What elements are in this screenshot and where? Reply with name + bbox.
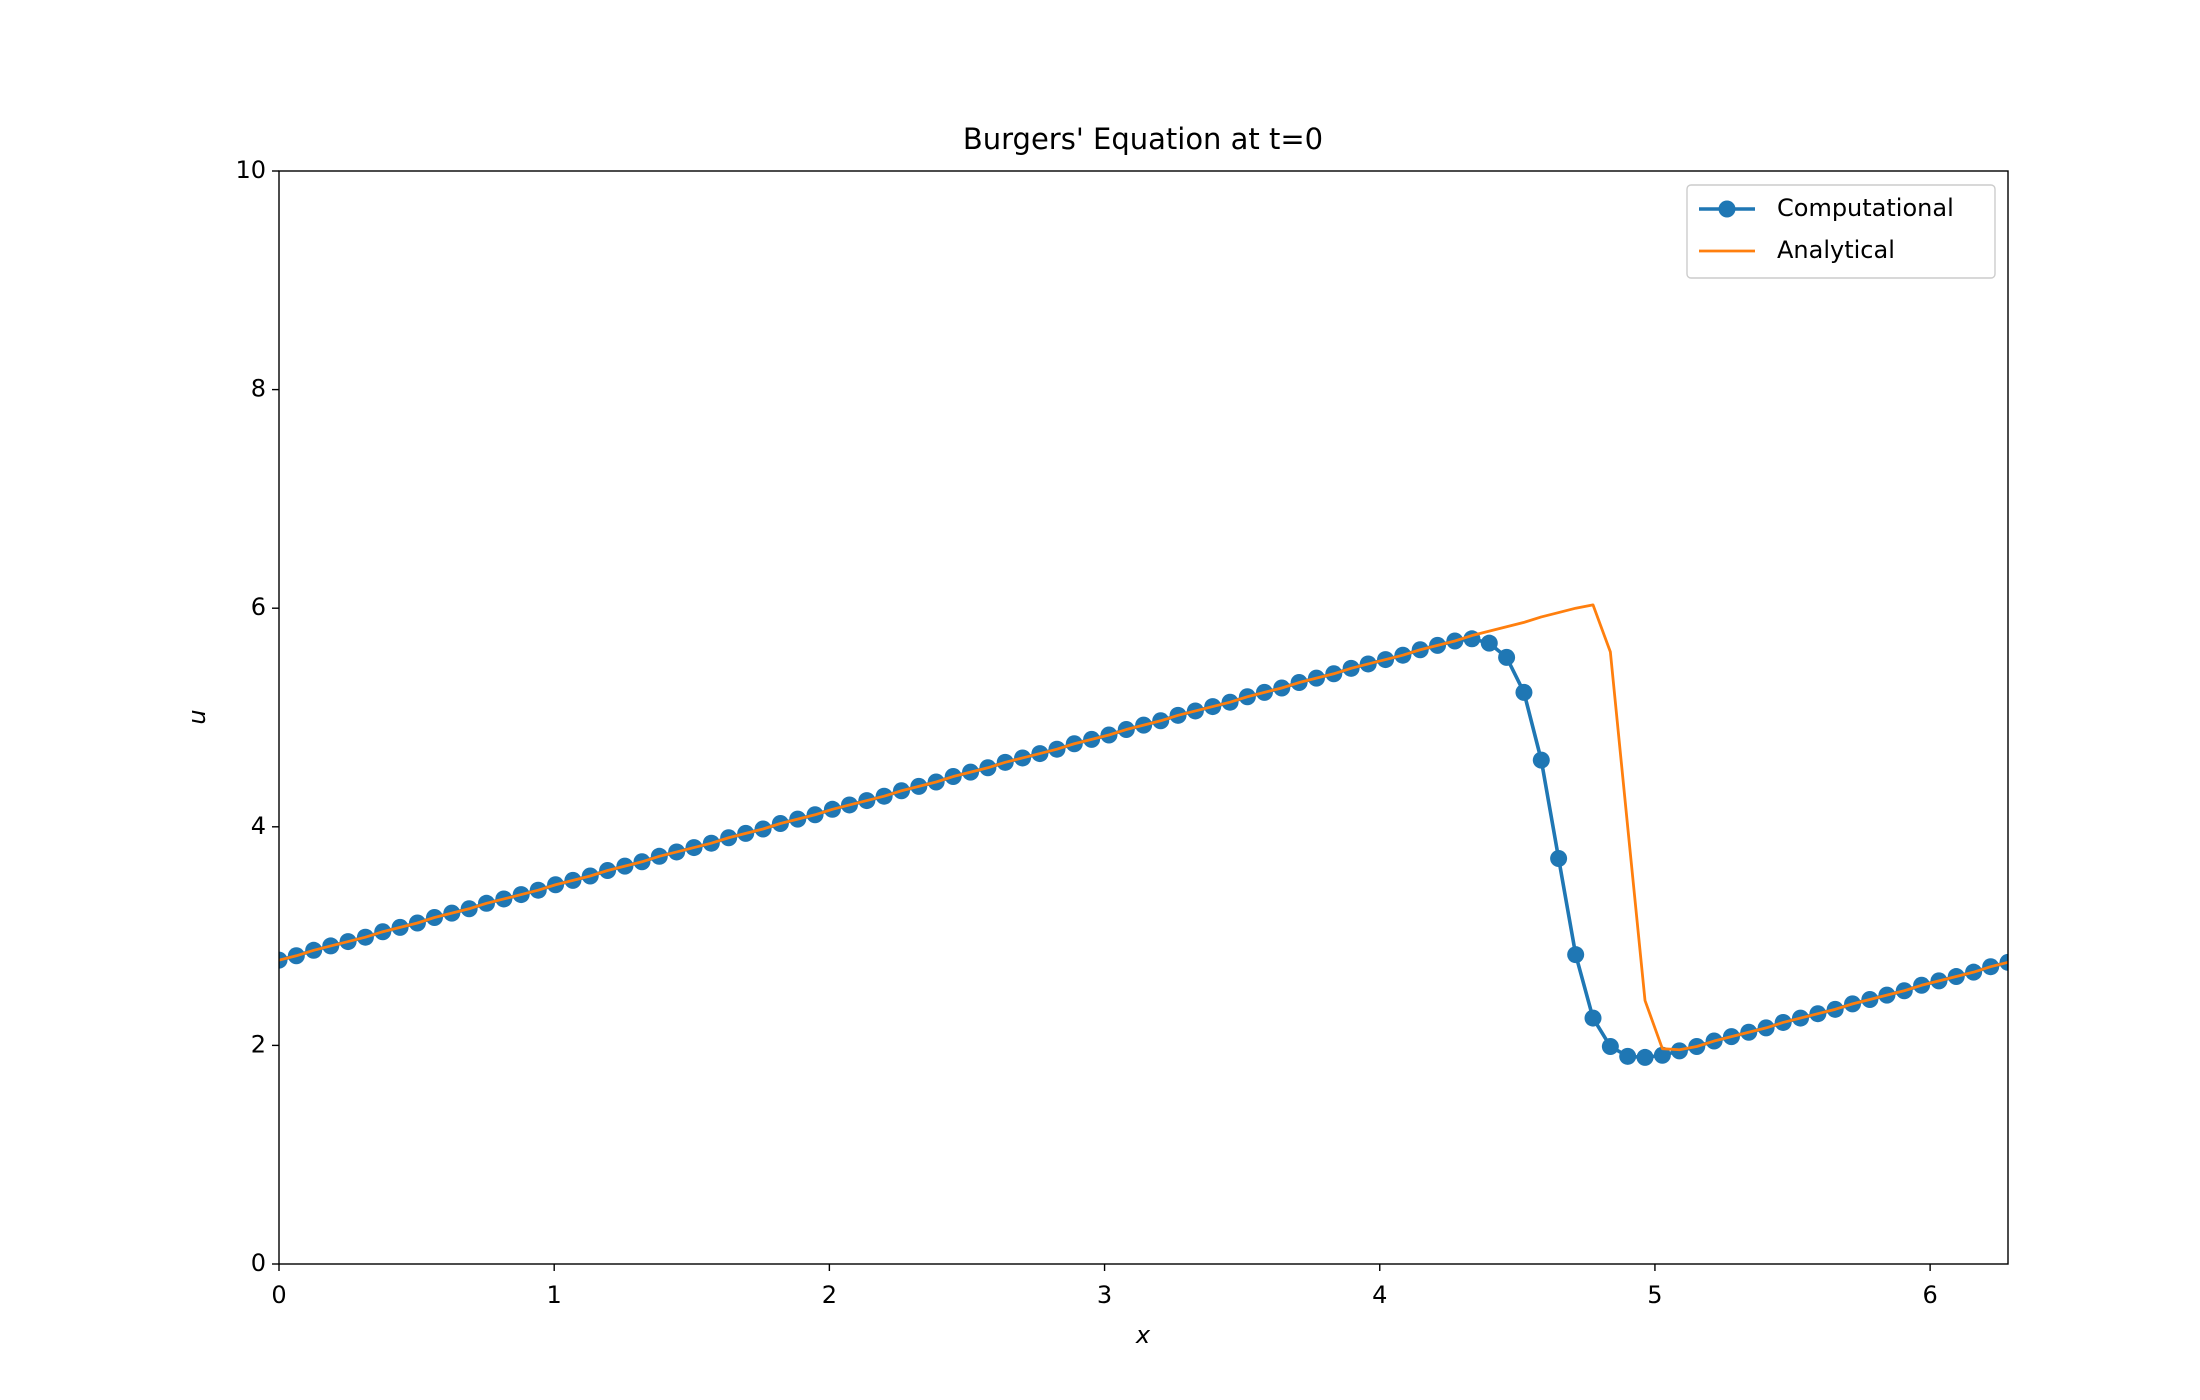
data-point <box>1601 1037 1619 1055</box>
data-point <box>1619 1047 1637 1065</box>
y-tick-label: 6 <box>251 593 266 621</box>
y-tick-label: 0 <box>251 1249 266 1277</box>
y-axis-label: u <box>183 709 211 724</box>
data-point <box>1636 1048 1654 1066</box>
data-point <box>1567 946 1585 964</box>
y-tick-label: 4 <box>251 812 266 840</box>
axes-frame <box>278 170 2009 1265</box>
data-line <box>279 637 2008 1060</box>
y-tick-label: 2 <box>251 1030 266 1058</box>
x-tick-label: 0 <box>271 1281 286 1309</box>
data-line <box>279 603 2008 1052</box>
legend-label: Computational <box>1777 194 1954 222</box>
x-tick-label: 4 <box>1372 1281 1387 1309</box>
data-point <box>1515 683 1533 701</box>
y-tick-label: 8 <box>251 375 266 403</box>
x-tick-label: 2 <box>822 1281 837 1309</box>
legend-label: Analytical <box>1777 236 1895 264</box>
x-tick-label: 3 <box>1097 1281 1112 1309</box>
data-point <box>1498 648 1516 666</box>
data-point <box>1653 1046 1671 1064</box>
x-tick-label: 6 <box>1922 1281 1937 1309</box>
y-tick-label: 10 <box>235 156 266 184</box>
legend-box <box>1686 184 1996 279</box>
data-point <box>1480 634 1498 652</box>
x-axis-label: x <box>1135 1321 1151 1349</box>
data-point <box>1532 751 1550 769</box>
chart-title: Burgers' Equation at t=0 <box>963 122 1323 156</box>
x-tick-label: 5 <box>1647 1281 1662 1309</box>
plot-area <box>279 603 2008 1066</box>
data-point <box>1550 849 1568 867</box>
x-tick-label: 1 <box>547 1281 562 1309</box>
data-point <box>1584 1009 1602 1027</box>
legend-marker <box>1718 200 1736 218</box>
